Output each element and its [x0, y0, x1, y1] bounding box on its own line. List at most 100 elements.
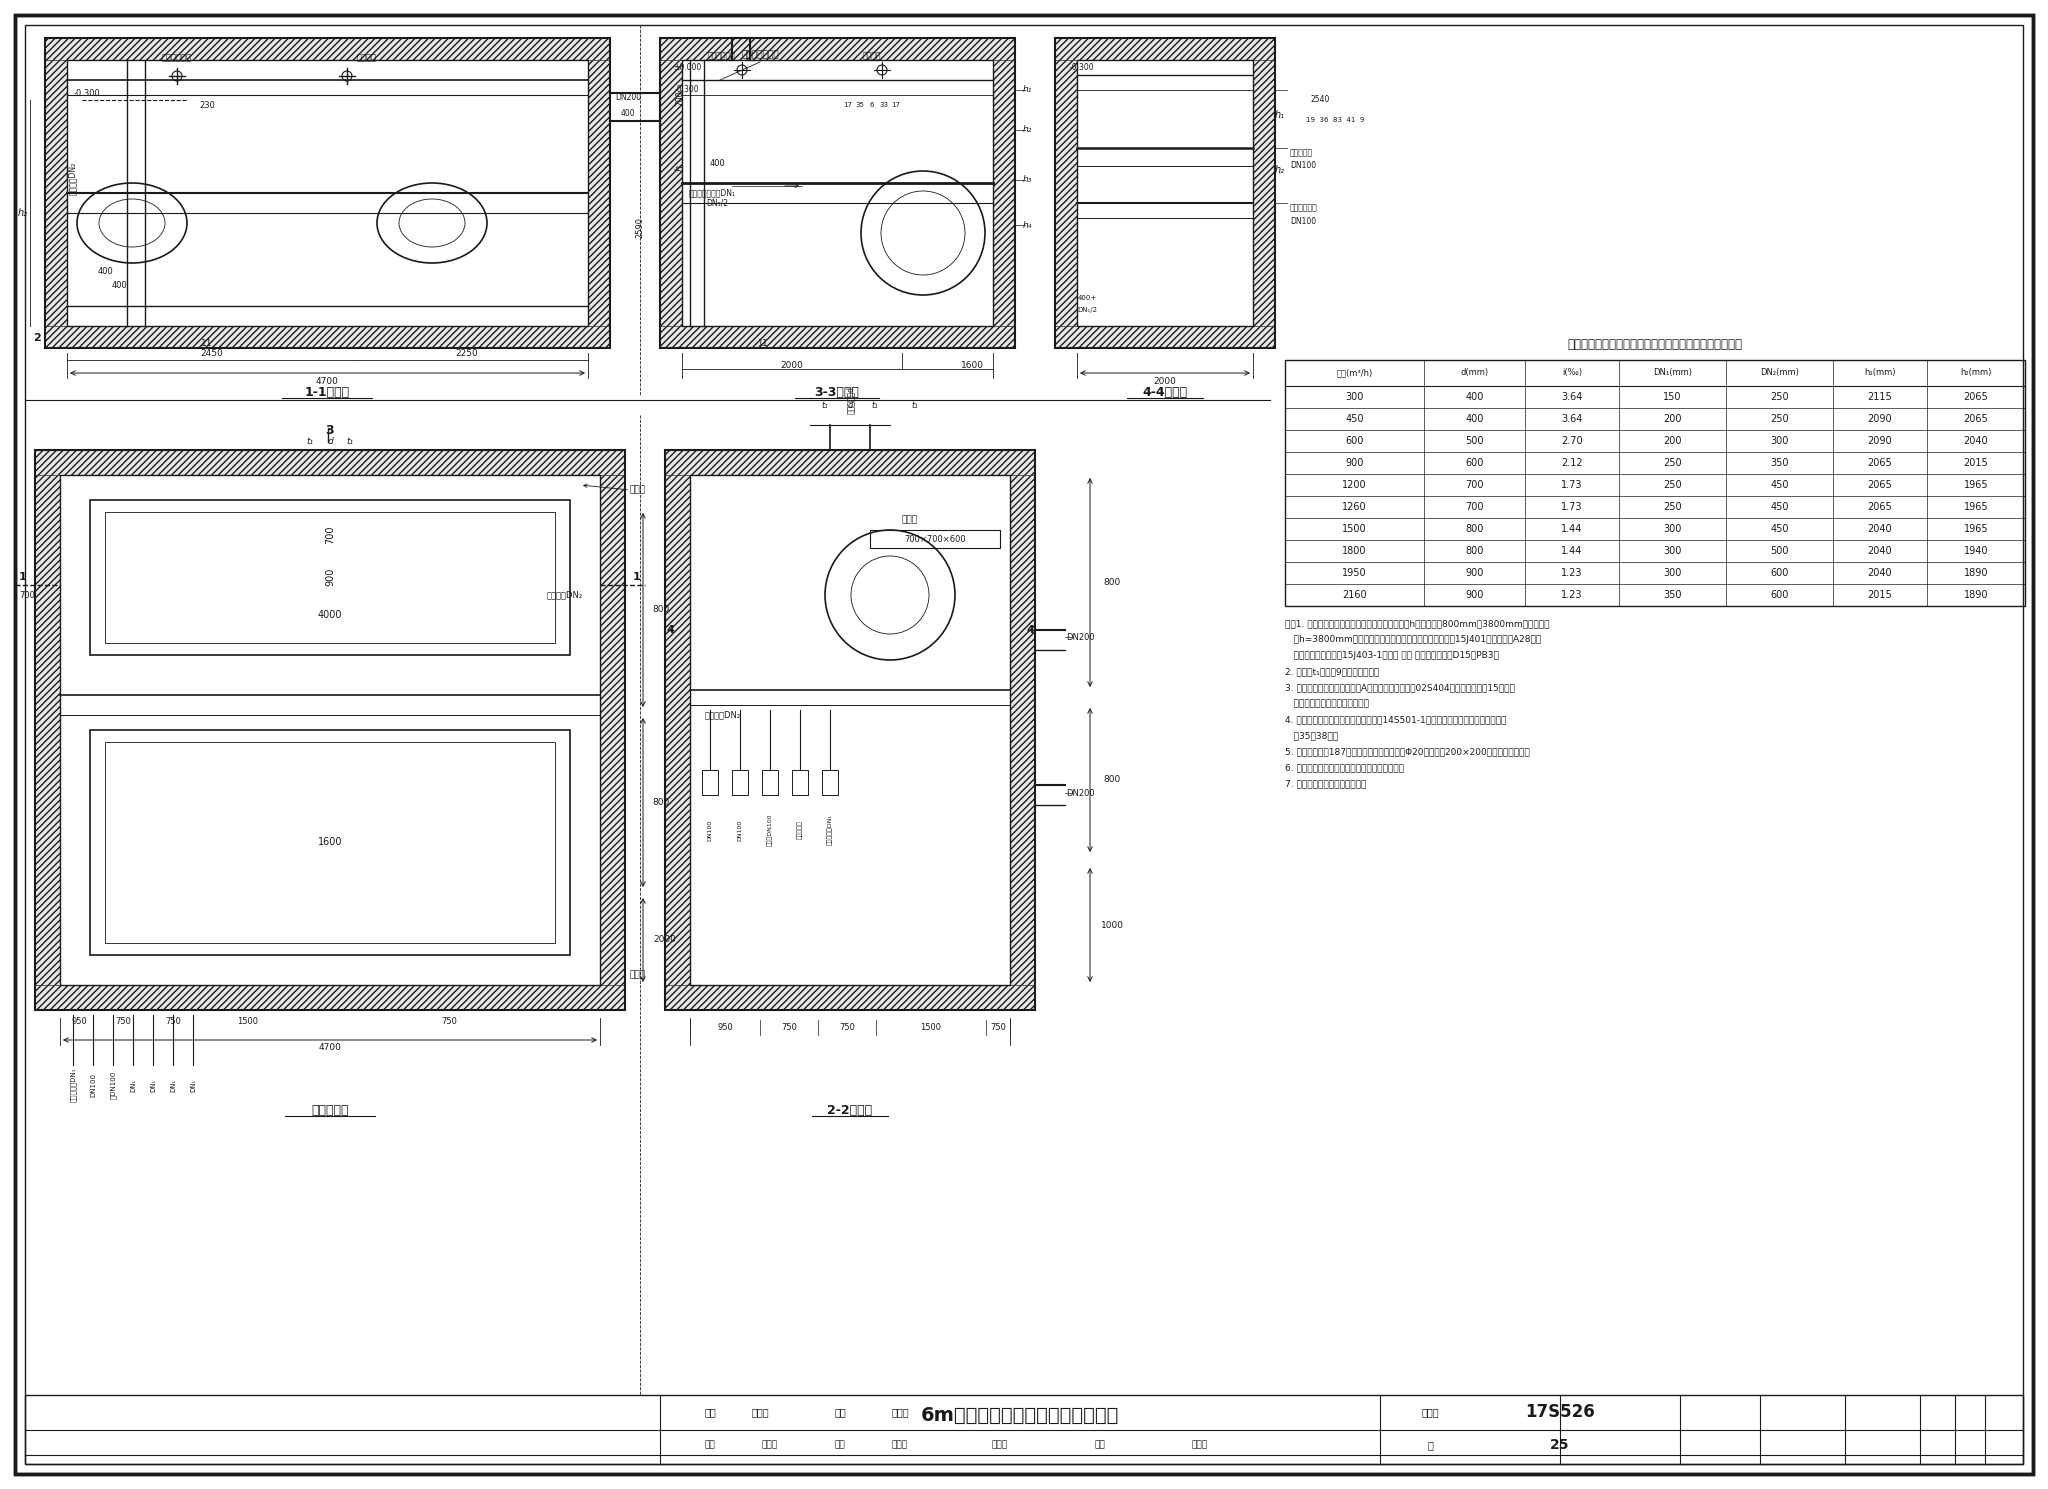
Text: 300: 300	[1663, 567, 1681, 578]
Text: 2015: 2015	[1964, 459, 1989, 468]
Text: 750: 750	[440, 1017, 457, 1026]
Bar	[59, 475, 600, 986]
Text: 顶层平面图: 顶层平面图	[311, 1103, 348, 1117]
Text: 调试溢流闸门: 调试溢流闸门	[162, 54, 193, 63]
Text: 200: 200	[1663, 414, 1681, 424]
Text: 750: 750	[989, 1023, 1006, 1032]
Text: 王立存: 王立存	[891, 1407, 909, 1418]
Bar	[1055, 326, 1276, 348]
Text: 350: 350	[1769, 459, 1788, 468]
Text: d: d	[848, 401, 852, 409]
Text: 2-2剖面图: 2-2剖面图	[827, 1103, 872, 1117]
Text: 1965: 1965	[1964, 524, 1989, 535]
Text: t₁: t₁	[911, 401, 918, 409]
Text: 校对: 校对	[834, 1407, 846, 1418]
Text: 泵站出水管DN₁: 泵站出水管DN₁	[70, 1068, 76, 1102]
Text: ±0.000: ±0.000	[674, 64, 700, 73]
Text: 6. 阀门井室底板混凝土施工时向排水管处找坡。: 6. 阀门井室底板混凝土施工时向排水管处找坡。	[1284, 764, 1405, 773]
Text: 3.64: 3.64	[1561, 414, 1583, 424]
Text: 王立存: 王立存	[893, 1440, 907, 1449]
Text: 2000: 2000	[780, 360, 803, 369]
Text: 600: 600	[1769, 567, 1788, 578]
Text: 4-4剖面图: 4-4剖面图	[1143, 387, 1188, 399]
Text: t₁: t₁	[821, 401, 827, 409]
Text: 泵站出水管d: 泵站出水管d	[846, 386, 854, 414]
Text: 设计: 设计	[1094, 1440, 1106, 1449]
Text: 800: 800	[653, 606, 670, 615]
Bar	[731, 770, 748, 795]
Text: 5. 钢盖板详见第187页，其中泄压井室盖板留Φ20圆孔，呈200×200正方形阵列布置。: 5. 钢盖板详见第187页，其中泄压井室盖板留Φ20圆孔，呈200×200正方形…	[1284, 747, 1530, 756]
Text: 4. 球墨铸铁踏步做法、选用和检测详见14S501-1《球墨铸铁单层井盖及踏步施工》: 4. 球墨铸铁踏步做法、选用和检测详见14S501-1《球墨铸铁单层井盖及踏步施…	[1284, 716, 1507, 725]
Text: 4000: 4000	[317, 610, 342, 619]
Text: 出水阀门: 出水阀门	[862, 52, 881, 61]
Bar	[762, 770, 778, 795]
Bar	[659, 39, 1016, 60]
Text: 300: 300	[1663, 546, 1681, 555]
Text: 400: 400	[1464, 392, 1483, 402]
Text: 450: 450	[1769, 524, 1788, 535]
Text: 300: 300	[1346, 392, 1364, 402]
Text: DN100: DN100	[737, 819, 743, 841]
Text: 400: 400	[96, 267, 113, 275]
Text: 700: 700	[1464, 479, 1483, 490]
Text: 750: 750	[166, 1017, 180, 1026]
Text: 2000: 2000	[1153, 377, 1176, 386]
Text: 1000: 1000	[1100, 920, 1124, 929]
Text: 第35～38页。: 第35～38页。	[1284, 731, 1337, 740]
Text: t₁: t₁	[307, 438, 313, 447]
Text: 2.70: 2.70	[1561, 436, 1583, 447]
Bar	[45, 326, 610, 348]
Text: 仅h=3800mm时设置钢爬梯及不锈钢栏杆，爬梯做法选用15J401《钢梯》第A28页，: 仅h=3800mm时设置钢爬梯及不锈钢栏杆，爬梯做法选用15J401《钢梯》第A…	[1284, 636, 1542, 645]
Text: 33: 33	[879, 103, 889, 109]
Text: 2450: 2450	[201, 350, 223, 359]
Text: 2250: 2250	[455, 350, 479, 359]
Bar	[702, 770, 719, 795]
Text: 图集号: 图集号	[1421, 1407, 1440, 1418]
Bar	[1055, 39, 1276, 60]
Text: DN₁: DN₁	[190, 1078, 197, 1091]
Text: 1800: 1800	[1341, 546, 1366, 555]
Text: 4700: 4700	[319, 1044, 342, 1053]
Text: 2065: 2065	[1868, 479, 1892, 490]
Text: -0.300: -0.300	[1069, 64, 1094, 73]
Text: 17: 17	[844, 103, 852, 109]
Text: 450: 450	[1769, 502, 1788, 512]
Text: 1.73: 1.73	[1561, 479, 1583, 490]
Bar	[45, 39, 610, 348]
Text: DN₁/2: DN₁/2	[707, 198, 727, 207]
Bar	[1077, 60, 1253, 326]
Text: 600: 600	[1464, 459, 1483, 468]
Text: DN100: DN100	[90, 1074, 96, 1097]
Text: 200: 200	[1663, 436, 1681, 447]
Text: 900: 900	[1464, 567, 1483, 578]
Text: 4700: 4700	[315, 377, 338, 386]
Text: DN₁/2: DN₁/2	[1077, 307, 1098, 313]
Bar	[68, 60, 588, 326]
Text: 400+: 400+	[1077, 295, 1096, 301]
Text: 250: 250	[1663, 479, 1681, 490]
Text: 11: 11	[201, 338, 213, 347]
Text: 泵站单泵出水管DN₁: 泵站单泵出水管DN₁	[688, 189, 735, 198]
Bar	[1055, 39, 1276, 348]
Text: h₁(mm): h₁(mm)	[1864, 368, 1896, 378]
Text: 页: 页	[1427, 1440, 1434, 1450]
Text: 750: 750	[115, 1017, 131, 1026]
Text: 800: 800	[653, 798, 670, 807]
Bar	[104, 742, 555, 943]
Text: 3. 钢管穿侧壁时在结构内预埋A型刚性套管做法详见02S404《防水套管》第15页，但: 3. 钢管穿侧壁时在结构内预埋A型刚性套管做法详见02S404《防水套管》第15…	[1284, 683, 1516, 692]
Bar	[682, 60, 993, 326]
Text: 1.44: 1.44	[1561, 546, 1583, 555]
Text: 800: 800	[1464, 524, 1483, 535]
Bar	[1253, 60, 1276, 326]
Bar	[1010, 475, 1034, 986]
Text: 阀门井排水: 阀门井排水	[797, 820, 803, 840]
Text: t₁: t₁	[346, 438, 354, 447]
Bar	[600, 475, 625, 986]
Bar	[90, 500, 569, 655]
Text: 审核: 审核	[705, 1407, 717, 1418]
Text: 3: 3	[326, 423, 334, 436]
Text: h₂: h₂	[1276, 165, 1284, 176]
Bar	[821, 770, 838, 795]
Text: 250: 250	[1769, 392, 1788, 402]
Text: 800: 800	[1104, 578, 1120, 587]
